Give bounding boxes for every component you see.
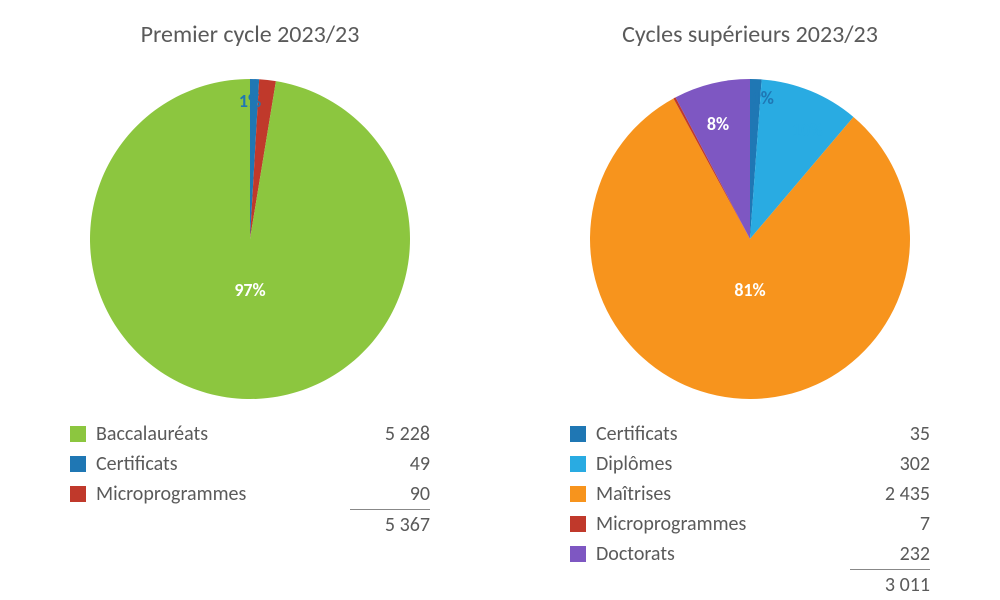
- legend-swatch: [570, 486, 586, 502]
- pie-slice-label: 1%: [752, 87, 774, 109]
- legend-label: Microprogrammes: [96, 479, 350, 509]
- legend-label: Maîtrises: [596, 479, 850, 509]
- legend-swatch: [570, 456, 586, 472]
- legend-row: Baccalauréats5 228: [70, 419, 430, 449]
- legend-label: Microprogrammes: [596, 509, 850, 539]
- legend-swatch: [570, 546, 586, 562]
- legend-value: 5 228: [350, 419, 430, 449]
- chart-container: Premier cycle 2023/23 1% 97% Baccalauréat…: [0, 0, 1000, 600]
- legend-value: 302: [850, 449, 930, 479]
- panel-title-superieurs: Cycles supérieurs 2023/23: [622, 20, 878, 49]
- legend-value: 232: [850, 539, 930, 569]
- panel-premier: Premier cycle 2023/23 1% 97% Baccalauréat…: [0, 0, 500, 600]
- legend-value: 7: [850, 509, 930, 539]
- pie-slice-label: 8%: [707, 113, 729, 135]
- pie-slice: [90, 79, 410, 399]
- legend-swatch: [70, 426, 86, 442]
- legend-row: Certificats35: [570, 419, 930, 449]
- legend-label: Baccalauréats: [96, 419, 350, 449]
- legend-swatch: [570, 516, 586, 532]
- legend-swatch: [70, 486, 86, 502]
- legend-label: Doctorats: [596, 539, 850, 569]
- legend-value: 2 435: [850, 479, 930, 509]
- legend-row: Maîtrises2 435: [570, 479, 930, 509]
- pie-superieurs: 1% 10% 81% 8%: [590, 79, 910, 399]
- legend-row: Microprogrammes90: [70, 479, 430, 509]
- legend-row: Certificats49: [70, 449, 430, 479]
- pie-slice-label: 10%: [792, 119, 823, 141]
- panel-title-premier: Premier cycle 2023/23: [141, 20, 360, 49]
- legend-total-row: 5 367: [70, 509, 430, 540]
- legend-premier: Baccalauréats5 228Certificats49Microprog…: [70, 419, 430, 540]
- pie-slice-label: 97%: [234, 279, 265, 301]
- legend-value: 49: [350, 449, 430, 479]
- legend-value: 35: [850, 419, 930, 449]
- legend-label: Diplômes: [596, 449, 850, 479]
- legend-superieurs: Certificats35Diplômes302Maîtrises2 435Mi…: [570, 419, 930, 600]
- pie-slice-label: 81%: [734, 279, 765, 301]
- legend-row: Microprogrammes7: [570, 509, 930, 539]
- legend-row: Doctorats232: [570, 539, 930, 569]
- legend-total: 5 367: [350, 509, 430, 540]
- legend-value: 90: [350, 479, 430, 509]
- pie-slice-label: 1%: [239, 90, 261, 112]
- legend-total-row: 3 011: [570, 569, 930, 600]
- legend-swatch: [70, 456, 86, 472]
- panel-superieurs: Cycles supérieurs 2023/23 1% 10% 81% 8% Cer…: [500, 0, 1000, 600]
- legend-label: Certificats: [596, 419, 850, 449]
- legend-row: Diplômes302: [570, 449, 930, 479]
- legend-label: Certificats: [96, 449, 350, 479]
- legend-swatch: [570, 426, 586, 442]
- legend-total: 3 011: [850, 569, 930, 600]
- pie-premier: 1% 97%: [90, 79, 410, 399]
